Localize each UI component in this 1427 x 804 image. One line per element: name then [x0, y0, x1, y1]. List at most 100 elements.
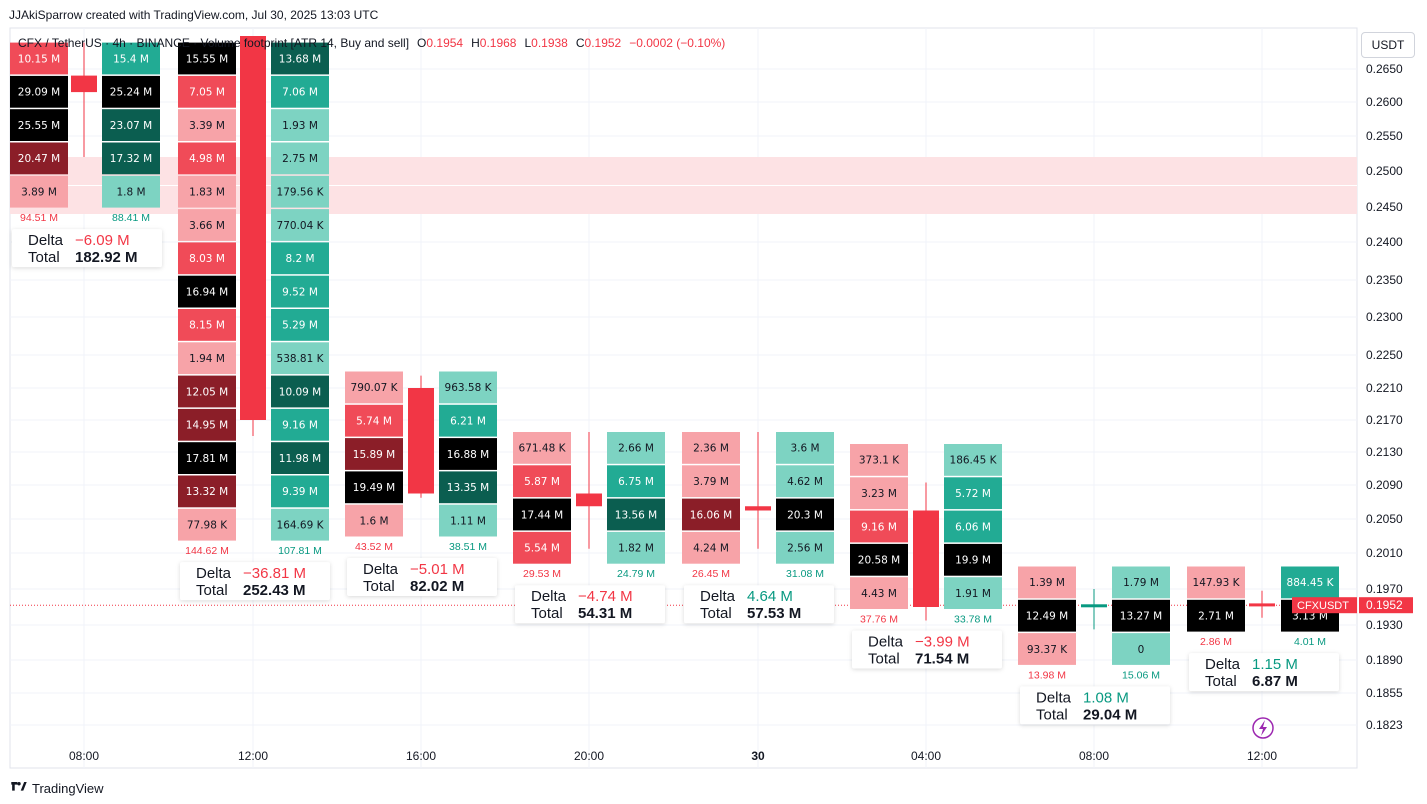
- buy-volume-cell[interactable]: [607, 531, 665, 564]
- buy-volume-cell[interactable]: [271, 408, 329, 441]
- candle-body[interactable]: [408, 388, 434, 494]
- candle-body[interactable]: [745, 506, 771, 511]
- buy-volume-cell[interactable]: [944, 577, 1002, 609]
- buy-volume-cell[interactable]: [271, 142, 329, 175]
- symbol-legend[interactable]: CFX / TetherUS · 4h · BINANCE · Volume f…: [18, 36, 725, 50]
- buy-volume-cell[interactable]: [439, 438, 497, 470]
- sell-volume-cell[interactable]: [178, 209, 236, 241]
- sell-volume-cell[interactable]: [345, 471, 403, 504]
- sell-volume-cell[interactable]: [178, 408, 236, 441]
- sell-volume-cell[interactable]: [10, 175, 68, 208]
- buy-volume-cell[interactable]: [439, 504, 497, 537]
- total-label: Total: [196, 582, 228, 599]
- buy-volume-cell[interactable]: [776, 531, 834, 564]
- sell-volume-cell[interactable]: [682, 465, 740, 498]
- buy-volume-cell[interactable]: [1112, 566, 1170, 599]
- buy-volume-cell[interactable]: [271, 42, 329, 75]
- buy-volume-cell[interactable]: [439, 471, 497, 504]
- buy-volume-cell[interactable]: [102, 42, 160, 75]
- tradingview-footer[interactable]: TradingView: [10, 779, 104, 797]
- currency-unit-button[interactable]: USDT: [1361, 32, 1415, 58]
- sell-volume-cell[interactable]: [10, 142, 68, 175]
- sell-volume-cell[interactable]: [850, 510, 908, 543]
- candle-body[interactable]: [240, 36, 266, 420]
- buy-volume-cell[interactable]: [102, 75, 160, 108]
- sell-volume-cell[interactable]: [850, 444, 908, 476]
- sell-volume-cell[interactable]: [10, 109, 68, 141]
- buy-volume-cell[interactable]: [271, 475, 329, 508]
- sell-volume-cell[interactable]: [178, 142, 236, 175]
- buy-volume-cell[interactable]: [271, 508, 329, 541]
- sell-volume-cell[interactable]: [850, 543, 908, 576]
- sell-volume-cell[interactable]: [1018, 633, 1076, 665]
- sell-volume-cell[interactable]: [10, 42, 68, 75]
- buy-volume-cell[interactable]: [607, 498, 665, 531]
- buy-volume-cell[interactable]: [271, 175, 329, 208]
- sell-volume-cell[interactable]: [10, 75, 68, 108]
- buy-volume-cell[interactable]: [102, 175, 160, 208]
- sell-volume-cell[interactable]: [1187, 599, 1245, 632]
- sell-volume-cell[interactable]: [513, 432, 571, 464]
- sell-volume-cell[interactable]: [178, 375, 236, 408]
- buy-volume-cell[interactable]: [607, 465, 665, 498]
- buy-volume-cell[interactable]: [102, 109, 160, 141]
- sell-volume-cell[interactable]: [1018, 599, 1076, 632]
- sell-volume-cell[interactable]: [850, 577, 908, 609]
- buy-volume-cell[interactable]: [944, 543, 1002, 576]
- buy-volume-cell[interactable]: [776, 432, 834, 464]
- buy-volume-cell[interactable]: [439, 371, 497, 404]
- buy-volume-cell[interactable]: [944, 444, 1002, 476]
- sell-volume-cell[interactable]: [178, 309, 236, 341]
- buy-volume-cell[interactable]: [607, 432, 665, 464]
- buy-volume-cell[interactable]: [944, 510, 1002, 543]
- buy-volume-cell[interactable]: [271, 309, 329, 341]
- sell-volume-cell[interactable]: [513, 465, 571, 498]
- buy-volume-cell[interactable]: [776, 498, 834, 531]
- sell-volume-cell[interactable]: [178, 42, 236, 75]
- buy-volume-cell[interactable]: [439, 404, 497, 437]
- buy-volume-cell[interactable]: [271, 109, 329, 141]
- sell-volume-cell[interactable]: [178, 342, 236, 375]
- candle-body[interactable]: [71, 75, 97, 93]
- buy-volume-cell[interactable]: [944, 477, 1002, 510]
- sell-volume-cell[interactable]: [513, 498, 571, 531]
- sell-volume-cell[interactable]: [178, 109, 236, 141]
- sell-volume-cell[interactable]: [850, 477, 908, 510]
- candle-body[interactable]: [576, 493, 602, 507]
- buy-volume-cell[interactable]: [271, 209, 329, 241]
- buy-volume-cell[interactable]: [1112, 599, 1170, 632]
- buy-volume-cell[interactable]: [271, 275, 329, 308]
- sell-volume-cell[interactable]: [682, 432, 740, 464]
- sell-volume-cell[interactable]: [682, 498, 740, 531]
- buy-volume-cell[interactable]: [271, 342, 329, 375]
- candle-body[interactable]: [1249, 603, 1275, 607]
- sell-volume-cell[interactable]: [345, 404, 403, 437]
- buy-volume-cell[interactable]: [271, 75, 329, 108]
- sell-volume-cell[interactable]: [178, 75, 236, 108]
- sell-volume-cell[interactable]: [1187, 566, 1245, 599]
- candle-body[interactable]: [1081, 604, 1107, 608]
- buy-volume-cell[interactable]: [271, 375, 329, 408]
- sell-volume-cell[interactable]: [178, 175, 236, 208]
- buy-volume-cell[interactable]: [102, 142, 160, 175]
- sell-volume-cell[interactable]: [682, 531, 740, 564]
- sell-volume-cell[interactable]: [178, 475, 236, 508]
- legend-title[interactable]: CFX / TetherUS · 4h · BINANCE · Volume f…: [18, 36, 410, 50]
- sell-volume-cell[interactable]: [178, 275, 236, 308]
- sell-volume-cell[interactable]: [345, 504, 403, 537]
- buy-volume-cell[interactable]: [271, 442, 329, 474]
- sell-volume-cell[interactable]: [345, 371, 403, 404]
- candle-body[interactable]: [913, 510, 939, 608]
- sell-volume-cell[interactable]: [178, 442, 236, 474]
- sell-volume-cell[interactable]: [178, 508, 236, 541]
- sell-volume-cell[interactable]: [513, 531, 571, 564]
- buy-volume-cell[interactable]: [1281, 566, 1339, 599]
- buy-volume-cell[interactable]: [776, 465, 834, 498]
- sell-volume-cell[interactable]: [178, 242, 236, 275]
- sell-volume-cell[interactable]: [345, 438, 403, 470]
- buy-volume-cell[interactable]: [1112, 633, 1170, 665]
- sell-volume-cell[interactable]: [1018, 566, 1076, 599]
- buy-volume-cell[interactable]: [271, 242, 329, 275]
